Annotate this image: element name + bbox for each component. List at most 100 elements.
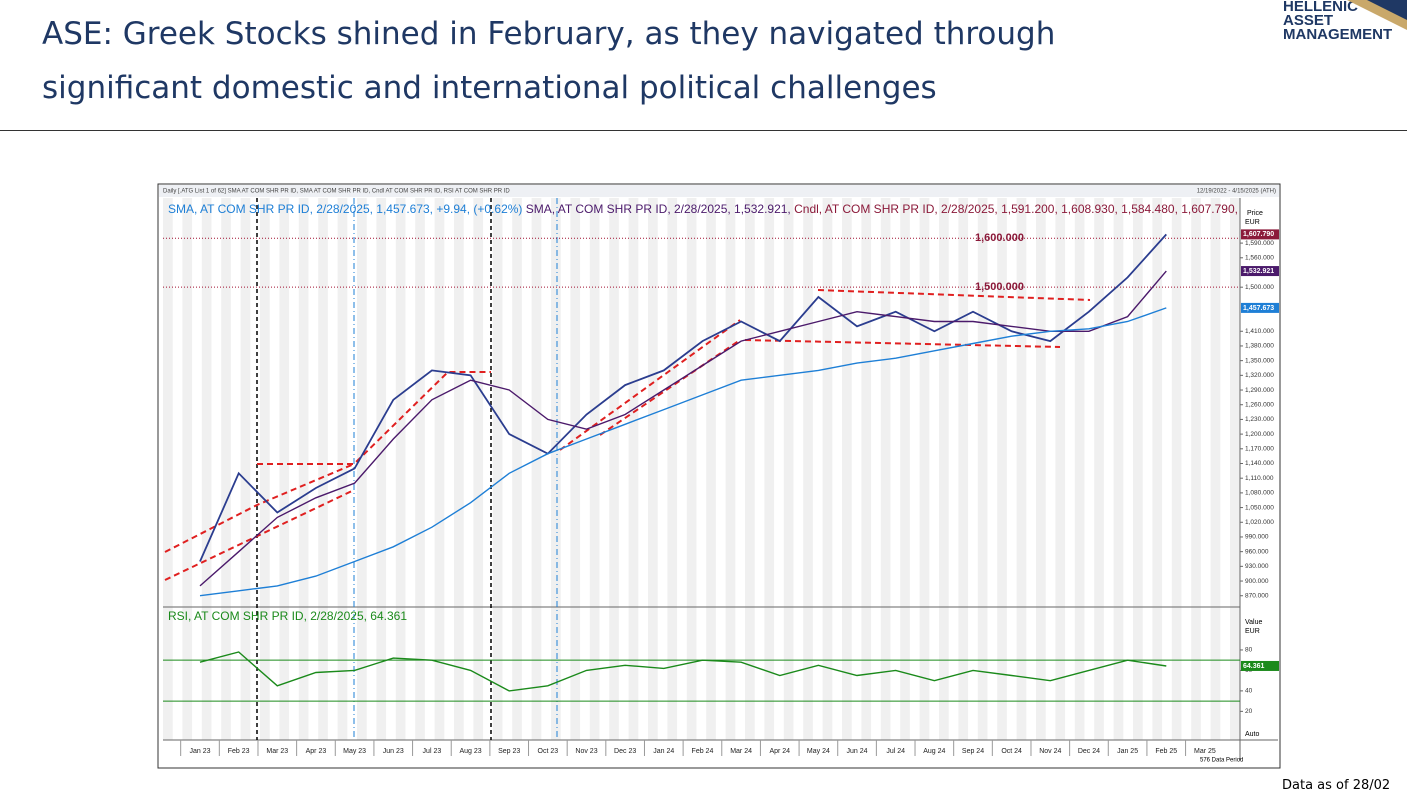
title-line: significant domestic and international p… bbox=[42, 70, 937, 106]
reference-label: 1,600.000 bbox=[975, 232, 1024, 244]
stripe bbox=[279, 198, 290, 740]
stripe bbox=[395, 198, 406, 740]
x-tick-label: Feb 25 bbox=[1155, 748, 1177, 755]
stripe bbox=[628, 198, 639, 740]
verticals bbox=[256, 198, 558, 740]
x-tick-label: Mar 23 bbox=[266, 748, 288, 755]
y-tick-label: 1,290.000 bbox=[1245, 387, 1274, 394]
stripe bbox=[880, 198, 891, 740]
y-tick-label: 1,320.000 bbox=[1245, 372, 1274, 379]
stripe bbox=[958, 198, 969, 740]
end-label-box bbox=[1241, 229, 1279, 240]
stripe bbox=[1191, 198, 1201, 740]
end-label: 64.361 bbox=[1243, 663, 1265, 670]
x-tick-label: Jan 25 bbox=[1117, 748, 1138, 755]
y-tick-label: 1,500.000 bbox=[1245, 284, 1274, 291]
x-tick-label: Jan 23 bbox=[189, 748, 210, 755]
x-tick-label: Nov 24 bbox=[1039, 748, 1061, 755]
caption: 12/19/2022 - 4/15/2025 (ATH) bbox=[1197, 189, 1276, 195]
stripe bbox=[551, 198, 561, 740]
x-tick-label: May 23 bbox=[343, 748, 366, 755]
stripe bbox=[221, 198, 231, 740]
stripe bbox=[1036, 198, 1046, 740]
y-tick-label: 1,560.000 bbox=[1245, 255, 1274, 262]
y-tick-label: 870.000 bbox=[1245, 592, 1269, 599]
stripe bbox=[822, 198, 833, 740]
y-tick-label: 80 bbox=[1245, 647, 1253, 654]
y-tick-label: 1,200.000 bbox=[1245, 431, 1274, 438]
caption: Daily [.ATG List 1 of 62] SMA AT COM SHR… bbox=[163, 189, 510, 195]
end-label: 1,607.790 bbox=[1243, 231, 1274, 238]
stripe bbox=[240, 198, 251, 740]
y-tick-label: 960.000 bbox=[1245, 548, 1269, 555]
axis-caption: Auto bbox=[1245, 731, 1260, 738]
stripe bbox=[706, 198, 716, 740]
trend-line bbox=[257, 371, 491, 465]
x-tick-label: Nov 23 bbox=[575, 748, 597, 755]
x-tick-label: May 24 bbox=[807, 748, 830, 755]
trend-line bbox=[744, 339, 1061, 348]
y-tick-label: 20 bbox=[1245, 708, 1253, 715]
y-tick-label: 1,350.000 bbox=[1245, 357, 1274, 364]
stripe bbox=[725, 198, 736, 740]
y-tick-label: 1,080.000 bbox=[1245, 490, 1274, 497]
divider bbox=[0, 130, 1407, 131]
title-line: ASE: Greek Stocks shined in February, as… bbox=[42, 16, 1056, 52]
axis-caption: EUR bbox=[1245, 628, 1260, 635]
stripe bbox=[434, 198, 445, 740]
stripe bbox=[337, 198, 348, 740]
stripe bbox=[783, 198, 794, 740]
y-tick-label: 900.000 bbox=[1245, 578, 1269, 585]
end-label: 1,532.921 bbox=[1243, 268, 1274, 275]
stripe bbox=[357, 198, 367, 740]
trend-line bbox=[164, 463, 355, 553]
x-tick-label: Jul 24 bbox=[886, 748, 905, 755]
stripe bbox=[201, 198, 212, 740]
stripe bbox=[667, 198, 678, 740]
logo: HELLENIC ASSET MANAGEMENT bbox=[1283, 0, 1392, 42]
x-tick-label: Oct 23 bbox=[538, 748, 559, 755]
stripe bbox=[454, 198, 464, 740]
end-label-box bbox=[1241, 660, 1279, 671]
legend-entry: SMA, AT COM SHR PR ID, 2/28/2025, 1,457.… bbox=[168, 202, 523, 216]
stripe bbox=[1094, 198, 1104, 740]
logo-line: MANAGEMENT bbox=[1283, 26, 1393, 43]
stripe bbox=[919, 198, 930, 740]
x-tick-label: Jan 24 bbox=[653, 748, 674, 755]
series-line bbox=[199, 651, 1167, 692]
y-tick-label: 1,050.000 bbox=[1245, 504, 1274, 511]
y-tick-label: 1,110.000 bbox=[1245, 475, 1274, 482]
logo-line: ASSET bbox=[1283, 12, 1334, 29]
stripe bbox=[163, 198, 173, 740]
stripe bbox=[531, 198, 542, 740]
stripe bbox=[977, 198, 988, 740]
x-tick-label: Aug 23 bbox=[459, 748, 481, 755]
y-tick-label: 1,410.000 bbox=[1245, 328, 1274, 335]
x-tick-label: Oct 24 bbox=[1001, 748, 1022, 755]
stripe bbox=[1074, 198, 1085, 740]
logo-line: HELLENIC bbox=[1283, 0, 1358, 15]
stripe bbox=[1210, 198, 1221, 740]
stripe bbox=[939, 198, 949, 740]
stripe bbox=[182, 198, 193, 740]
stripe bbox=[1230, 198, 1240, 740]
x-tick-label: Feb 24 bbox=[692, 748, 714, 755]
stripe bbox=[298, 198, 309, 740]
stripe bbox=[900, 198, 910, 740]
stripe bbox=[570, 198, 581, 740]
stripe bbox=[1152, 198, 1163, 740]
y-tick-label: 990.000 bbox=[1245, 534, 1269, 541]
stripe bbox=[376, 198, 387, 740]
stripe bbox=[589, 198, 600, 740]
stripe bbox=[842, 198, 852, 740]
stripe bbox=[861, 198, 872, 740]
y-tick-label: 1,170.000 bbox=[1245, 446, 1274, 453]
y-tick-label: 1,590.000 bbox=[1245, 240, 1274, 247]
reference-label: 1,500.000 bbox=[975, 281, 1024, 293]
end-label: 1,457.673 bbox=[1243, 305, 1274, 312]
y-tick-label: 1,020.000 bbox=[1245, 519, 1274, 526]
stripe bbox=[648, 198, 658, 740]
x-tick-label: Feb 23 bbox=[228, 748, 250, 755]
